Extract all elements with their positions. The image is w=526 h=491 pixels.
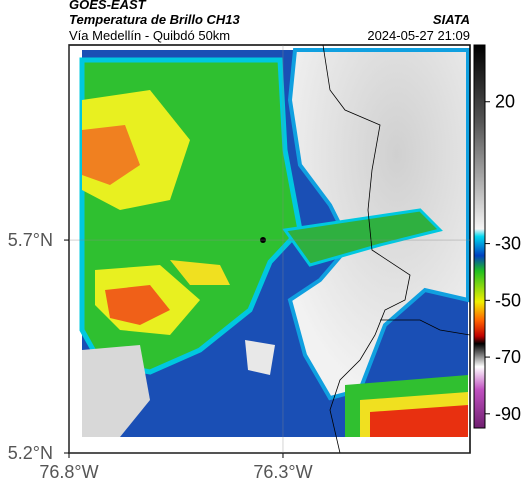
product: Temperatura de Brillo CH13 [69, 12, 241, 27]
colorbar-tick-label: -90 [495, 404, 521, 424]
y-tick-label: 5.7°N [8, 230, 53, 250]
datetime: 2024-05-27 21:09 [367, 28, 470, 43]
y-tick-label: 5.2°N [8, 443, 53, 463]
source: SIATA [433, 12, 470, 27]
x-tick-label: 76.8°W [39, 462, 98, 482]
satellite: GOES-EAST [69, 0, 147, 12]
colorbar [473, 44, 486, 429]
colorbar-tick-label: -30 [495, 234, 521, 254]
colorbar-tick-label: 20 [495, 92, 515, 112]
region: Vía Medellín - Quibdó 50km [69, 28, 230, 43]
colorbar-tick-label: -70 [495, 347, 521, 367]
x-tick-label: 76.3°W [253, 462, 312, 482]
colorbar-tick-label: -50 [495, 290, 521, 310]
satellite-image [69, 45, 470, 453]
